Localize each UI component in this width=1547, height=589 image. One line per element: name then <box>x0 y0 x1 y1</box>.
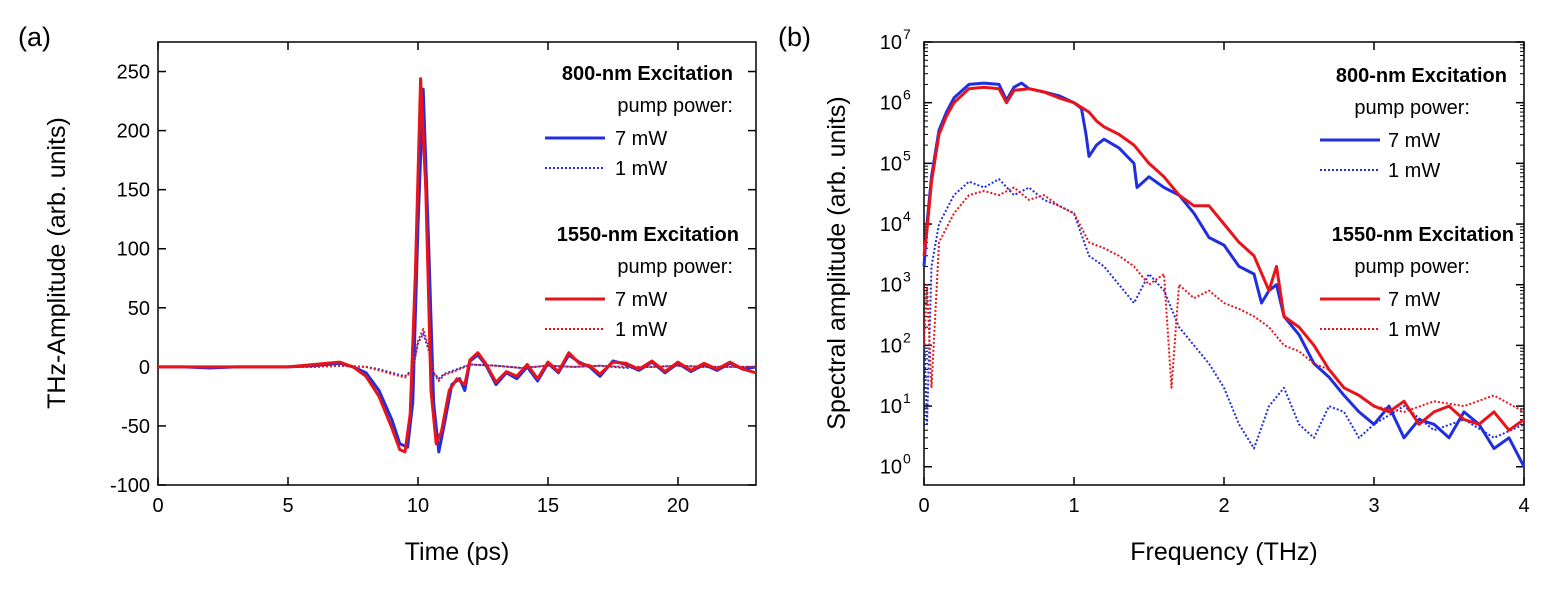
y-tick-label-b: 10 <box>880 32 902 54</box>
legend-b-label-800-7mw: 7 mW <box>1388 130 1440 152</box>
legend-a-label-800-1mw: 1 mW <box>615 158 667 180</box>
legend-a-label-1550-7mw: 7 mW <box>615 289 667 311</box>
y-axis-title-a: THz-Amplitude (arb. units) <box>43 117 71 409</box>
series-b <box>922 81 1526 468</box>
ticks-a: 0 5 10 15 20 -100 -50 0 50 100 150 200 250 <box>110 42 756 517</box>
panel-a: (a) 0 5 10 15 20 -100 -50 0 50 100 150 200 250 Time … <box>18 22 757 566</box>
series-line-b-2 <box>922 85 1525 432</box>
y-tick-label-b: 10 <box>880 457 902 479</box>
series-line-b-3 <box>923 186 1525 413</box>
y-tick-exponent-b: 4 <box>903 208 911 224</box>
y-tick-exponent-b: 0 <box>903 451 911 467</box>
x-tick-label-a: 0 <box>152 495 163 517</box>
panel-label-b: (b) <box>778 22 811 52</box>
x-tick-label-b: 4 <box>1518 495 1529 517</box>
y-tick-exponent-b: 7 <box>903 26 911 42</box>
x-tick-label-a: 10 <box>407 495 429 517</box>
x-tick-label-b: 3 <box>1368 495 1379 517</box>
y-tick-label-b: 10 <box>880 153 902 175</box>
x-tick-label-b: 2 <box>1218 495 1229 517</box>
legend-b-label-1550-1mw: 1 mW <box>1388 319 1440 341</box>
y-tick-label-a: 100 <box>117 239 150 261</box>
y-tick-label-b: 10 <box>880 214 902 236</box>
y-tick-label-a: 200 <box>117 121 150 143</box>
panel-label-a: (a) <box>18 22 51 52</box>
legend-a-heading-800: 800-nm Excitation <box>562 63 733 85</box>
y-tick-exponent-b: 5 <box>903 147 911 163</box>
series-line-a-3 <box>158 328 756 382</box>
y-tick-label-a: -50 <box>121 416 150 438</box>
series-line-b-0 <box>922 81 1526 468</box>
legend-a: 800-nm Excitation pump power: 7 mW 1 mW … <box>545 63 739 341</box>
x-tick-label-a: 20 <box>667 495 689 517</box>
legend-b-label-800-1mw: 1 mW <box>1388 160 1440 182</box>
legend-b-label-1550-7mw: 7 mW <box>1388 289 1440 311</box>
y-tick-label-b: 10 <box>880 93 902 115</box>
legend-b-subheading-800: pump power: <box>1354 97 1470 119</box>
legend-a-label-1550-1mw: 1 mW <box>615 319 667 341</box>
y-tick-label-a: 250 <box>117 62 150 84</box>
legend-a-label-800-7mw: 7 mW <box>615 128 667 150</box>
legend-a-heading-1550: 1550-nm Excitation <box>557 224 739 246</box>
legend-a-subheading-800: pump power: <box>617 95 733 117</box>
y-tick-label-a: 50 <box>128 298 150 320</box>
legend-b-heading-800: 800-nm Excitation <box>1336 65 1507 87</box>
x-axis-title-b: Frequency (THz) <box>1130 538 1318 566</box>
x-tick-label-a: 5 <box>282 495 293 517</box>
legend-a-subheading-1550: pump power: <box>617 256 733 278</box>
series-line-b-1 <box>923 178 1525 450</box>
legend-b-subheading-1550: pump power: <box>1354 256 1470 278</box>
series-a <box>158 77 757 454</box>
y-tick-label-b: 10 <box>880 275 902 297</box>
series-line-a-2 <box>158 77 757 454</box>
x-tick-label-b: 1 <box>1068 495 1079 517</box>
legend-b-heading-1550: 1550-nm Excitation <box>1332 224 1514 246</box>
x-tick-label-b: 0 <box>918 495 929 517</box>
y-tick-label-a: 0 <box>139 357 150 379</box>
y-tick-label-a: 150 <box>117 180 150 202</box>
y-tick-exponent-b: 2 <box>903 329 911 345</box>
y-tick-label-b: 10 <box>880 396 902 418</box>
x-axis-title-a: Time (ps) <box>405 538 510 566</box>
y-tick-label-a: -100 <box>110 475 150 497</box>
legend-b: 800-nm Excitation pump power: 7 mW 1 mW … <box>1320 65 1514 341</box>
y-axis-title-b: Spectral amplitude (arb. units) <box>823 96 851 429</box>
y-tick-exponent-b: 1 <box>903 390 911 406</box>
y-tick-exponent-b: 6 <box>903 87 911 103</box>
y-tick-exponent-b: 3 <box>903 269 911 285</box>
plot-frame-a <box>157 41 757 486</box>
y-tick-label-b: 10 <box>880 335 902 357</box>
x-tick-label-a: 15 <box>537 495 559 517</box>
